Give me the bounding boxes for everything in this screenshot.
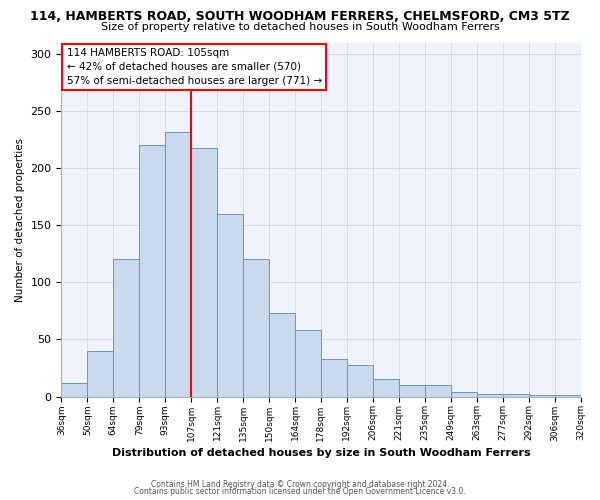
Bar (425, 385, 451, 396)
Text: Contains HM Land Registry data © Crown copyright and database right 2024.: Contains HM Land Registry data © Crown c… (151, 480, 449, 489)
Bar (243, 260, 269, 396)
Bar (373, 380, 399, 396)
Bar (113, 260, 139, 396)
Bar (139, 146, 165, 396)
X-axis label: Distribution of detached houses by size in South Woodham Ferrers: Distribution of detached houses by size … (112, 448, 530, 458)
Bar (295, 330, 321, 396)
Bar (503, 394, 529, 396)
Text: 114, HAMBERTS ROAD, SOUTH WOODHAM FERRERS, CHELMSFORD, CM3 5TZ: 114, HAMBERTS ROAD, SOUTH WOODHAM FERRER… (30, 10, 570, 23)
Bar (88, 351, 113, 397)
Y-axis label: Number of detached properties: Number of detached properties (15, 138, 25, 302)
Bar (451, 392, 476, 396)
Bar (321, 359, 347, 397)
Text: 114 HAMBERTS ROAD: 105sqm
← 42% of detached houses are smaller (570)
57% of semi: 114 HAMBERTS ROAD: 105sqm ← 42% of detac… (67, 48, 322, 86)
Bar (165, 132, 191, 396)
Text: Size of property relative to detached houses in South Woodham Ferrers: Size of property relative to detached ho… (101, 22, 499, 32)
Bar (269, 313, 295, 396)
Bar (347, 364, 373, 396)
Bar (217, 214, 243, 396)
Bar (191, 148, 217, 396)
Bar (476, 394, 503, 396)
Bar (399, 385, 425, 396)
Text: Contains public sector information licensed under the Open Government Licence v3: Contains public sector information licen… (134, 488, 466, 496)
Bar (61, 383, 88, 396)
